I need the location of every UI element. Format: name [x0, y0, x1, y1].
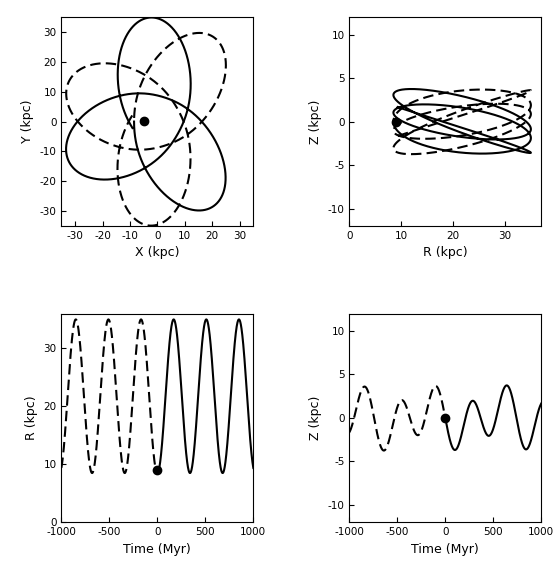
- X-axis label: X (kpc): X (kpc): [135, 246, 180, 259]
- Y-axis label: Z (kpc): Z (kpc): [309, 396, 322, 440]
- Y-axis label: R (kpc): R (kpc): [25, 395, 38, 440]
- Y-axis label: Z (kpc): Z (kpc): [309, 99, 322, 144]
- X-axis label: R (kpc): R (kpc): [423, 246, 468, 259]
- Y-axis label: Y (kpc): Y (kpc): [21, 100, 34, 144]
- X-axis label: Time (Myr): Time (Myr): [123, 543, 191, 556]
- X-axis label: Time (Myr): Time (Myr): [411, 543, 479, 556]
